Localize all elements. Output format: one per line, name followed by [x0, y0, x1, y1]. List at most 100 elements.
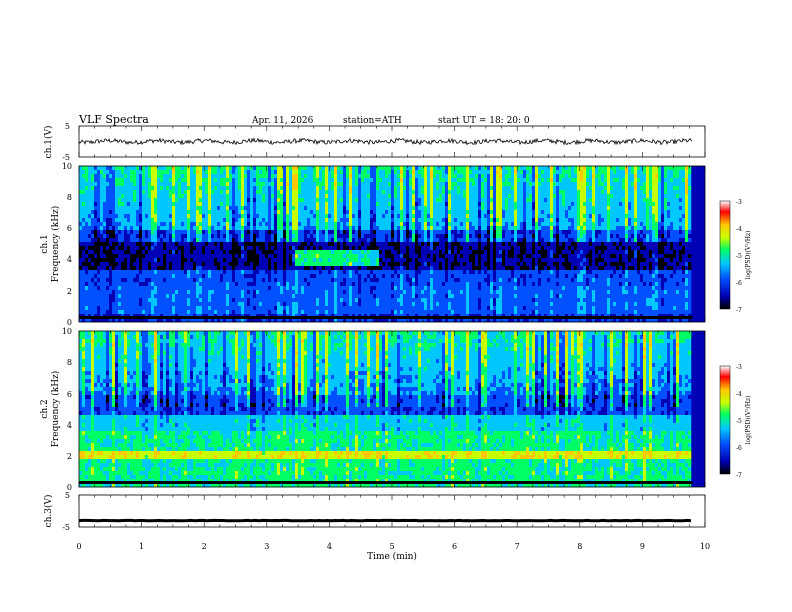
spectrogram-cell	[445, 270, 449, 275]
spectrogram-cell	[175, 270, 179, 275]
spectrogram-cell	[274, 198, 278, 203]
spectrogram-cell	[310, 210, 314, 215]
spectrogram-cell	[382, 270, 386, 275]
spectrogram-cell	[328, 274, 332, 279]
spectrogram-cell	[430, 234, 434, 239]
spectrogram-cell	[370, 262, 374, 267]
spectrogram-cell	[445, 274, 449, 279]
spectrogram-cell	[235, 254, 239, 259]
spectrogram-cell	[331, 166, 335, 171]
spectrogram-cell	[199, 166, 203, 171]
spectrogram-cell	[295, 230, 299, 235]
spectrogram-cell	[418, 182, 422, 187]
spectrogram-cell	[103, 214, 107, 219]
spectrogram-cell	[376, 290, 380, 295]
spectrogram-cell	[376, 250, 380, 255]
spectrogram-cell	[412, 202, 416, 207]
spectrogram-cell	[415, 278, 419, 283]
spectrogram-cell	[406, 198, 410, 203]
spectrogram-cell	[418, 226, 422, 231]
spectrogram-cell	[154, 190, 158, 195]
spectrogram-cell	[334, 222, 338, 227]
spectrogram-cell	[256, 298, 260, 303]
spectrogram-cell	[91, 310, 95, 315]
spectrogram-cell	[157, 294, 161, 299]
spectrogram-cell	[367, 218, 371, 223]
spectrogram-cell	[301, 190, 305, 195]
spectrogram-cell	[400, 230, 404, 235]
spectrogram-cell	[109, 214, 113, 219]
spectrogram-cell	[382, 178, 386, 183]
spectrogram-cell	[385, 310, 389, 315]
spectrogram-cell	[265, 234, 269, 239]
spectrogram-cell	[166, 282, 170, 287]
spectrogram-cell	[367, 210, 371, 215]
spectrogram-cell	[436, 210, 440, 215]
spectrogram-cell	[229, 278, 233, 283]
spectrogram-cell	[253, 242, 257, 247]
spectrogram-cell	[94, 286, 98, 291]
spectrogram-cell	[238, 234, 242, 239]
spectrogram-cell	[355, 190, 359, 195]
spectrogram-cell	[112, 266, 116, 271]
spectrogram-cell	[376, 178, 380, 183]
spectrogram-cell	[316, 302, 320, 307]
spectrogram-cell	[301, 278, 305, 283]
spectrogram-cell	[451, 246, 455, 251]
spectrogram-cell	[115, 170, 119, 175]
spectrogram-cell	[391, 174, 395, 179]
spectrogram-cell	[325, 274, 329, 279]
spectrogram-cell	[436, 182, 440, 187]
spectrogram-cell	[409, 214, 413, 219]
spectrogram-cell	[79, 214, 83, 219]
spectrogram-cell	[325, 298, 329, 303]
spectrogram-cell	[178, 198, 182, 203]
spectrogram-cell	[247, 186, 251, 191]
spectrogram-cell	[388, 274, 392, 279]
spectrogram-cell	[358, 282, 362, 287]
spectrogram-cell	[430, 254, 434, 259]
spectrogram-cell	[421, 198, 425, 203]
spectrogram-cell	[280, 194, 284, 199]
spectrogram-cell	[79, 310, 83, 315]
spectrogram-cell	[259, 198, 263, 203]
spectrogram-cell	[214, 186, 218, 191]
spectrogram-cell	[160, 222, 164, 227]
spectrogram-cell	[313, 250, 317, 255]
spectrogram-cell	[283, 282, 287, 287]
spectrogram-cell	[223, 310, 227, 315]
spectrogram-cell	[421, 250, 425, 255]
spectrogram-cell	[343, 302, 347, 307]
spectrogram-cell	[259, 186, 263, 191]
spectrogram-cell	[382, 294, 386, 299]
spectrogram-cell	[79, 170, 83, 175]
spectrogram-cell	[184, 194, 188, 199]
spectrogram-cell	[100, 270, 104, 275]
spectrogram-cell	[406, 286, 410, 291]
spectrogram-cell	[100, 206, 104, 211]
spectrogram-cell	[436, 246, 440, 251]
spectrogram-cell	[208, 186, 212, 191]
spectrogram-cell	[151, 230, 155, 235]
spectrogram-cell	[148, 222, 152, 227]
spectrogram-cell	[301, 310, 305, 315]
spectrogram-cell	[244, 302, 248, 307]
spectrogram-cell	[136, 222, 140, 227]
spectrogram-cell	[403, 230, 407, 235]
spectrogram-cell	[166, 246, 170, 251]
spectrogram-cell	[421, 210, 425, 215]
spectrogram-cell	[187, 226, 191, 231]
spectrogram-cell	[190, 178, 194, 183]
spectrogram-cell	[304, 218, 308, 223]
spectrogram-cell	[397, 294, 401, 299]
spectrogram-cell	[190, 230, 194, 235]
spectrogram-cell	[85, 238, 89, 243]
spectrogram-cell	[244, 226, 248, 231]
spectrogram-cell	[442, 230, 446, 235]
spectrogram-cell	[427, 310, 431, 315]
spectrogram-cell	[217, 258, 221, 263]
spectrogram-cell	[424, 222, 428, 227]
spectrogram-cell	[202, 254, 206, 259]
spectrogram-cell	[145, 230, 149, 235]
spectrogram-cell	[121, 302, 125, 307]
